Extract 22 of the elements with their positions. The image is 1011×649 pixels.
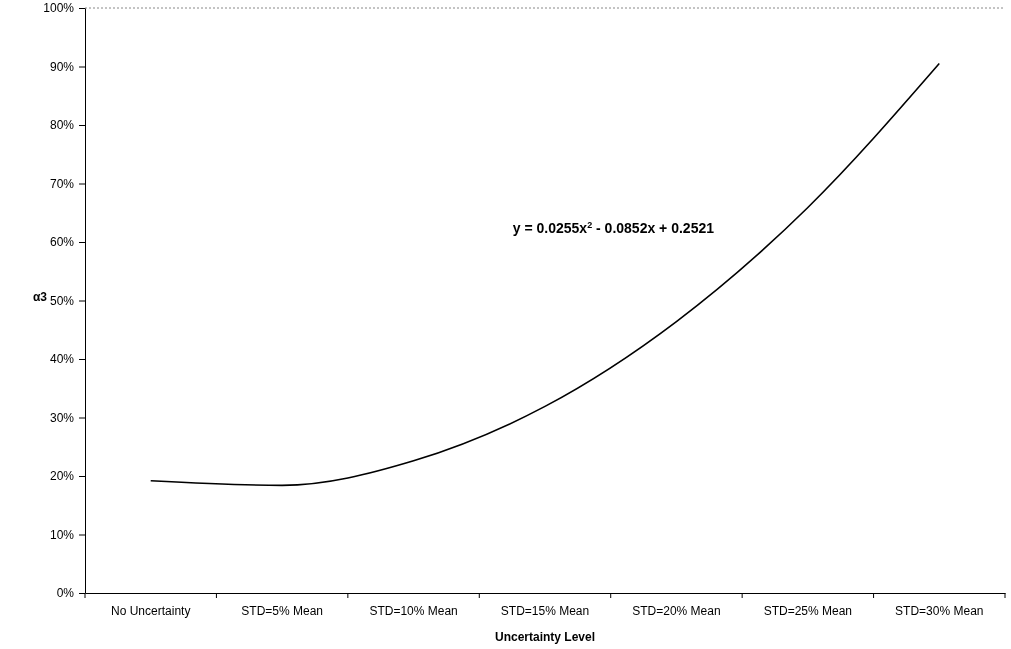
y-tick-label: 100% xyxy=(43,1,75,16)
y-tick-label: 50% xyxy=(49,293,75,308)
x-tick-label: STD=30% Mean xyxy=(895,604,984,619)
y-tick-label: 20% xyxy=(49,469,75,484)
line-series xyxy=(149,62,941,487)
x-axis-title: Uncertainty Level xyxy=(494,630,596,644)
y-tick-label: 90% xyxy=(49,59,75,74)
y-tick-label: 60% xyxy=(49,235,75,250)
y-axis-title: α3 xyxy=(32,289,48,304)
y-tick-label: 40% xyxy=(49,352,75,367)
x-tick-label: STD=5% Mean xyxy=(241,604,323,619)
y-tick-label: 10% xyxy=(49,527,75,542)
y-tick-label: 80% xyxy=(49,118,75,133)
x-tick-label: STD=25% Mean xyxy=(763,604,853,619)
x-tick-label: STD=20% Mean xyxy=(632,604,721,619)
y-tick-label: 70% xyxy=(49,176,75,191)
x-tick-label: STD=15% Mean xyxy=(500,604,590,619)
x-tick-label: STD=10% Mean xyxy=(369,604,458,619)
annotation: y = 0.0255x$^{2}$ - 0.0852x + 0.2521 xyxy=(512,220,715,237)
y-tick-label: 30% xyxy=(49,410,75,425)
x-tick-label: No Uncertainty xyxy=(111,604,191,619)
y-tick-label: 0% xyxy=(56,586,75,601)
